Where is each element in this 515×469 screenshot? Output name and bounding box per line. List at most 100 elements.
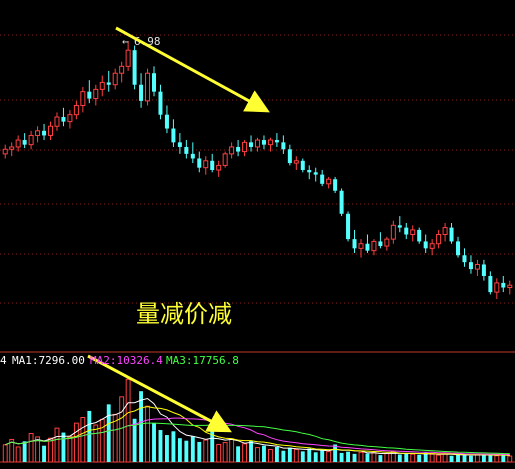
candle xyxy=(501,275,506,293)
candle xyxy=(442,222,448,242)
volume-bar-down xyxy=(87,410,92,462)
volume-series xyxy=(2,378,513,463)
volume-bar-down xyxy=(417,454,422,462)
volume-bar-up xyxy=(442,453,448,463)
volume-bar-down xyxy=(287,447,292,462)
candle-body-up xyxy=(2,148,8,155)
volume-bar-down xyxy=(165,435,169,462)
candle-body-up xyxy=(203,160,209,169)
candle-body-up xyxy=(67,114,73,123)
candle xyxy=(119,61,125,83)
volume-bar-down xyxy=(274,446,279,462)
candle xyxy=(125,40,131,71)
volume-bar-up xyxy=(255,447,260,463)
volume-bar-up xyxy=(507,455,513,463)
candle xyxy=(462,248,467,267)
volume-bar-up xyxy=(371,452,377,463)
peak-marker-arrow: ← xyxy=(122,35,129,48)
candle-body-down xyxy=(307,170,312,173)
candle-body-up xyxy=(99,81,105,90)
volume-bar-down xyxy=(106,404,111,462)
volume-bar-up xyxy=(93,424,99,463)
candle-body-down xyxy=(365,243,370,251)
candle-body-down xyxy=(274,140,279,143)
candle xyxy=(216,160,222,177)
candle-body-down xyxy=(397,225,402,228)
candle-body-down xyxy=(22,140,27,145)
volume-bar-up xyxy=(326,451,332,463)
peak-price-label: 6.98 xyxy=(134,35,161,48)
volume-bar-down xyxy=(300,451,305,462)
candle-body-down xyxy=(152,73,157,92)
candle-body-up xyxy=(145,72,151,102)
volume-bar-down xyxy=(378,455,383,462)
candle-body-down xyxy=(261,140,266,145)
ma2-legend: MA2:10326.4 xyxy=(90,354,163,367)
candle-body-up xyxy=(494,282,500,293)
candle xyxy=(236,140,241,157)
candle xyxy=(190,142,195,164)
candle xyxy=(99,75,105,97)
volume-bar-down xyxy=(152,423,156,462)
candle-body-down xyxy=(300,160,305,170)
annotation-volume-down-price-down: 量减价减 xyxy=(136,300,232,328)
volume-bar-up xyxy=(9,438,15,463)
candlestick-series xyxy=(2,40,513,300)
candle-body-down xyxy=(210,160,215,170)
candle-body-down xyxy=(462,255,467,263)
candle-body-down xyxy=(339,190,344,214)
volume-bar-down xyxy=(469,455,473,462)
candle-body-down xyxy=(158,91,163,115)
candle-body-down xyxy=(378,241,383,247)
candle xyxy=(67,110,73,129)
volume-bar-down xyxy=(320,449,325,462)
candle-body-down xyxy=(281,142,286,150)
volume-bar-up xyxy=(119,396,125,463)
candle-body-down xyxy=(236,146,241,152)
volume-bar-up xyxy=(229,438,235,463)
candle-body-down xyxy=(164,114,169,129)
candle-body-down xyxy=(87,91,92,99)
candle-body-up xyxy=(293,160,299,164)
candle xyxy=(423,234,428,253)
candle xyxy=(339,188,344,217)
candle xyxy=(184,140,189,159)
price-down-arrow xyxy=(115,26,270,113)
candle xyxy=(48,121,54,141)
candle-body-down xyxy=(42,130,47,136)
candle-body-up xyxy=(216,164,222,171)
candle-body-down xyxy=(468,262,473,270)
volume-bar-down xyxy=(236,446,241,462)
volume-bar-down xyxy=(423,452,428,462)
candle xyxy=(404,222,409,240)
ma1-name: MA1 xyxy=(12,354,32,367)
candle-body-up xyxy=(28,134,34,146)
candle-body-down xyxy=(287,149,292,164)
volume-bar-up xyxy=(203,439,209,463)
volume-bar-down xyxy=(456,454,460,462)
candle-body-down xyxy=(177,142,182,147)
volume-bar-down xyxy=(197,441,202,462)
volume-bar-down xyxy=(339,452,344,462)
candle xyxy=(35,126,41,143)
candle xyxy=(293,156,299,170)
volume-bar-down xyxy=(488,454,493,462)
candle-body-up xyxy=(73,104,79,116)
volume-bar-up xyxy=(125,378,131,463)
candle-body-up xyxy=(507,284,513,289)
volume-bar-up xyxy=(145,405,150,463)
candle xyxy=(488,271,493,295)
volume-bar-up xyxy=(410,453,416,463)
candle-body-up xyxy=(326,178,332,185)
candle xyxy=(436,229,442,249)
candle-body-down xyxy=(106,82,111,85)
candle xyxy=(474,259,480,276)
candle xyxy=(80,87,86,113)
candle-body-up xyxy=(410,229,416,236)
candle-body-down xyxy=(488,275,493,293)
candle xyxy=(61,107,66,127)
candle-body-up xyxy=(54,116,60,127)
candle xyxy=(397,216,402,233)
candle-body-up xyxy=(474,263,480,270)
